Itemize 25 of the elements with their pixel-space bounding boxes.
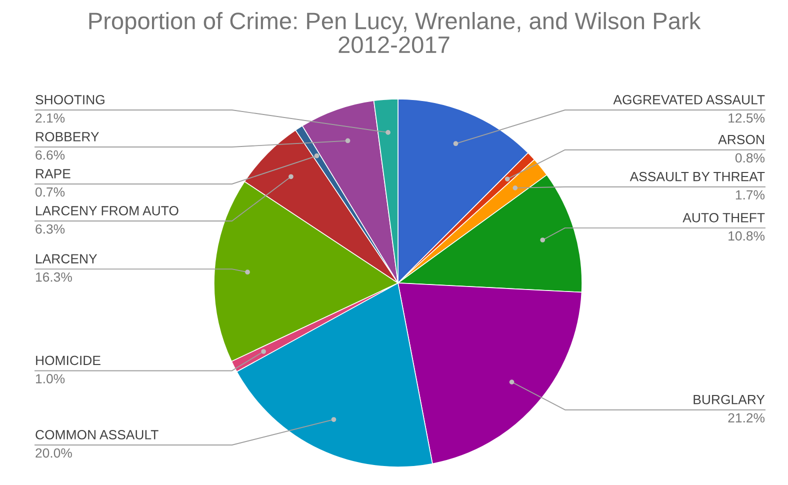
slice-label: LARCENY FROM AUTO bbox=[36, 206, 178, 216]
data-label: 20.0% bbox=[36, 448, 72, 458]
slice-label: LARCENY bbox=[36, 254, 98, 264]
data-label: 16.3% bbox=[36, 272, 72, 282]
slice-label: RAPE bbox=[36, 169, 70, 178]
slice-label: AGGREVATED ASSAULT bbox=[613, 95, 765, 104]
slice-label: SHOOTING bbox=[36, 95, 104, 104]
slice-label: HOMICIDE bbox=[36, 356, 100, 366]
data-label: 10.8% bbox=[728, 231, 765, 241]
chart-title: Proportion of Crime: Pen Lucy, Wrenlane, and Wilson Park 2012-2017 bbox=[89, 12, 701, 54]
data-label: 6.3% bbox=[36, 224, 65, 234]
slice-label: ARSON bbox=[718, 134, 764, 144]
slice-label: COMMON ASSAULT bbox=[36, 430, 158, 440]
data-label: 6.6% bbox=[36, 150, 65, 160]
slice-label: BURGLARY bbox=[694, 394, 765, 404]
data-label: 1.7% bbox=[736, 190, 765, 200]
data-label: 21.2% bbox=[728, 413, 765, 422]
data-label: 1.0% bbox=[36, 374, 65, 384]
data-label: 0.8% bbox=[735, 153, 765, 163]
slice-label: ASSAULT BY THREAT bbox=[630, 172, 765, 182]
data-label: 2.1% bbox=[36, 113, 65, 123]
data-label: 0.7% bbox=[36, 187, 65, 197]
slice-label: ROBBERY bbox=[36, 132, 99, 142]
data-label: 12.5% bbox=[728, 113, 765, 123]
slice-label: AUTO THEFT bbox=[682, 212, 765, 222]
